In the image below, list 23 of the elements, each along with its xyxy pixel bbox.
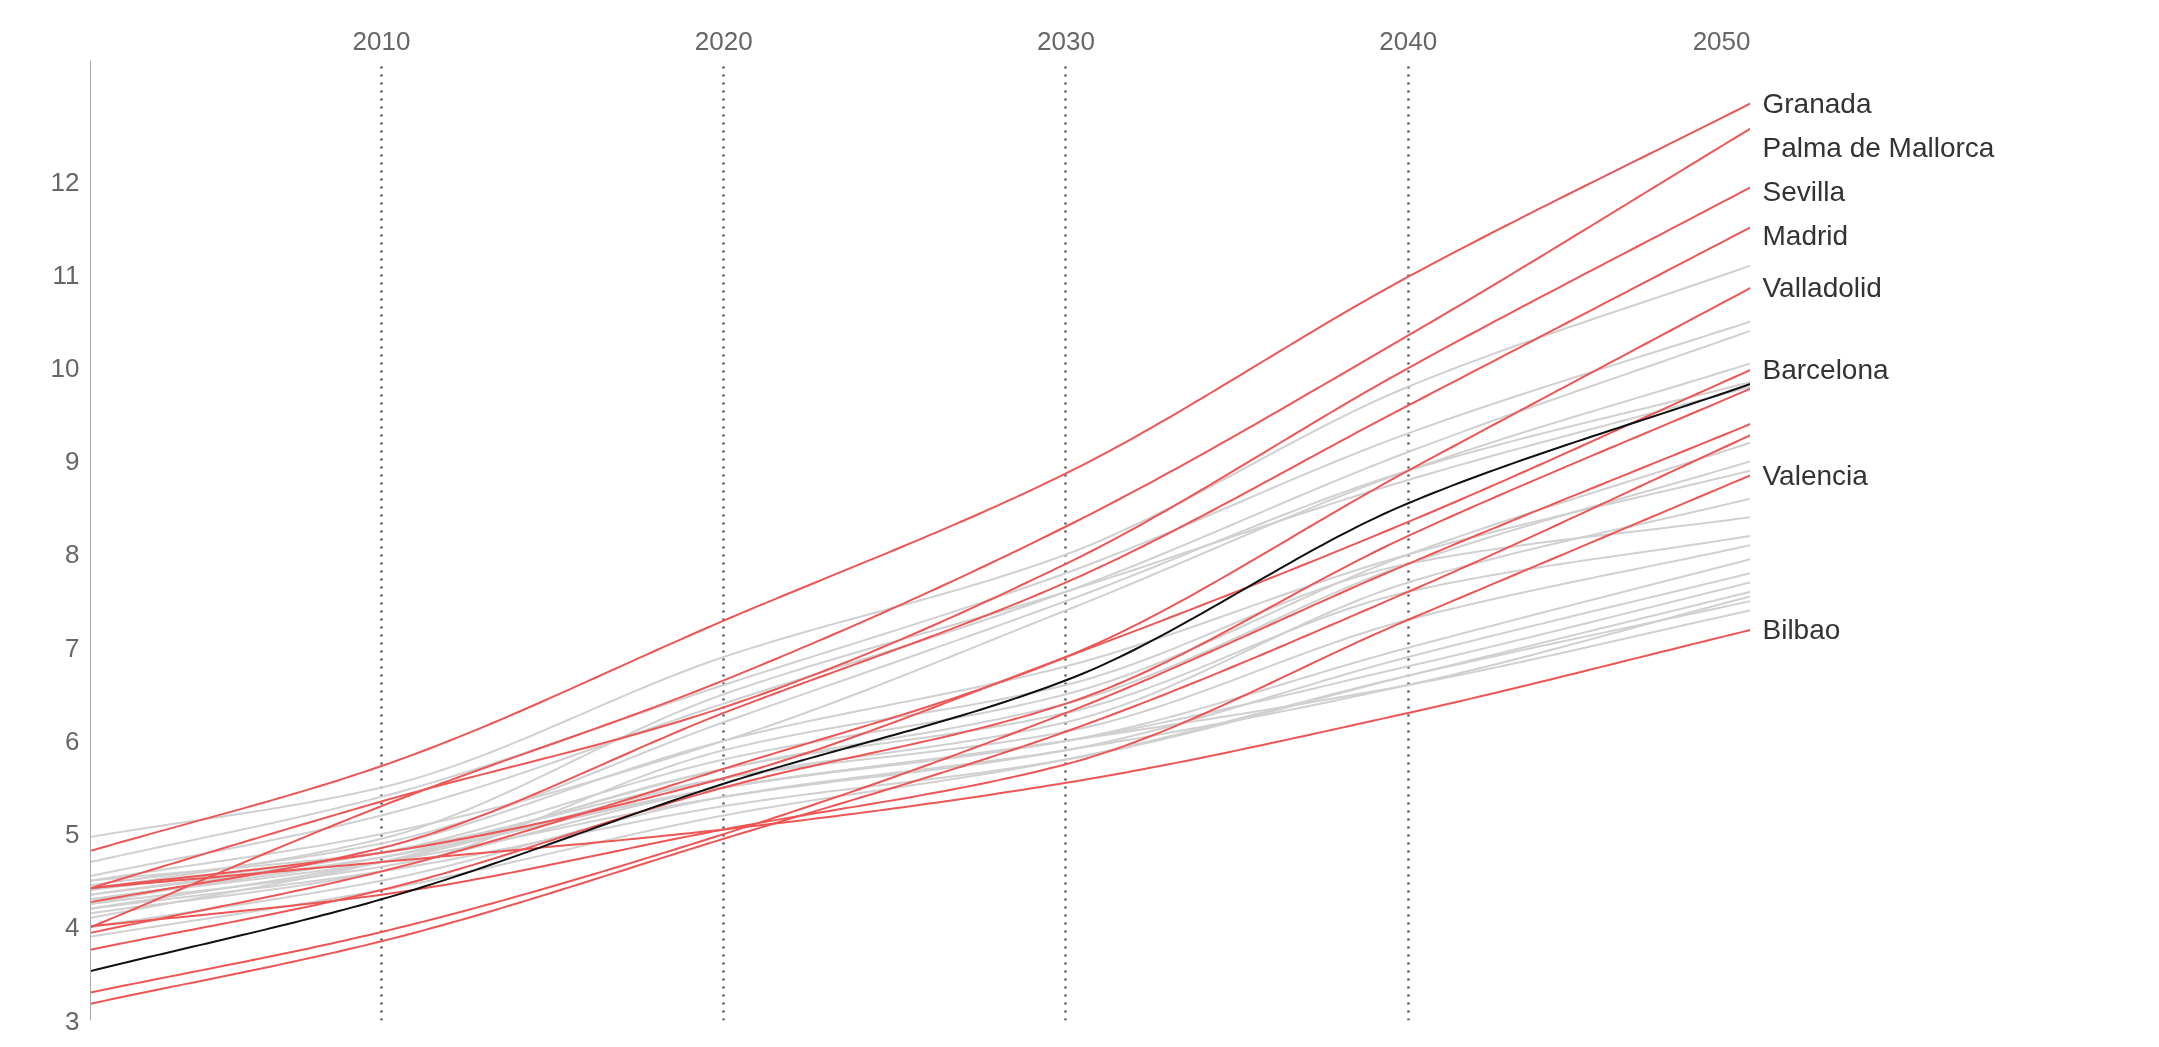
series-label: Bilbao xyxy=(1762,614,1841,646)
series-label: Barcelona xyxy=(1762,354,1890,386)
series-label: Madrid xyxy=(1762,219,1849,251)
y-tick-label: 8 xyxy=(65,539,80,570)
y-tick-label: 4 xyxy=(65,912,80,943)
x-tick-label: 2040 xyxy=(1379,25,1438,56)
x-tick-label: 2050 xyxy=(1692,25,1751,56)
y-tick-label: 11 xyxy=(52,259,80,290)
series-label: Valladolid xyxy=(1762,272,1882,304)
series-label: Granada xyxy=(1762,87,1872,119)
series-label: Sevilla xyxy=(1762,175,1846,207)
series-label: Palma de Mallorca xyxy=(1762,131,1995,163)
y-tick-label: 10 xyxy=(50,353,80,384)
x-tick-label: 2010 xyxy=(352,25,411,56)
series-label: Valencia xyxy=(1762,459,1869,491)
y-tick-label: 3 xyxy=(65,1005,80,1036)
y-tick-label: 7 xyxy=(65,632,80,663)
y-tick-label: 5 xyxy=(65,819,80,850)
x-tick-label: 2020 xyxy=(694,25,753,56)
y-tick-label: 9 xyxy=(65,446,80,477)
y-tick-label: 12 xyxy=(50,166,80,197)
y-tick-label: 6 xyxy=(65,725,80,756)
x-tick-label: 2030 xyxy=(1037,25,1095,56)
